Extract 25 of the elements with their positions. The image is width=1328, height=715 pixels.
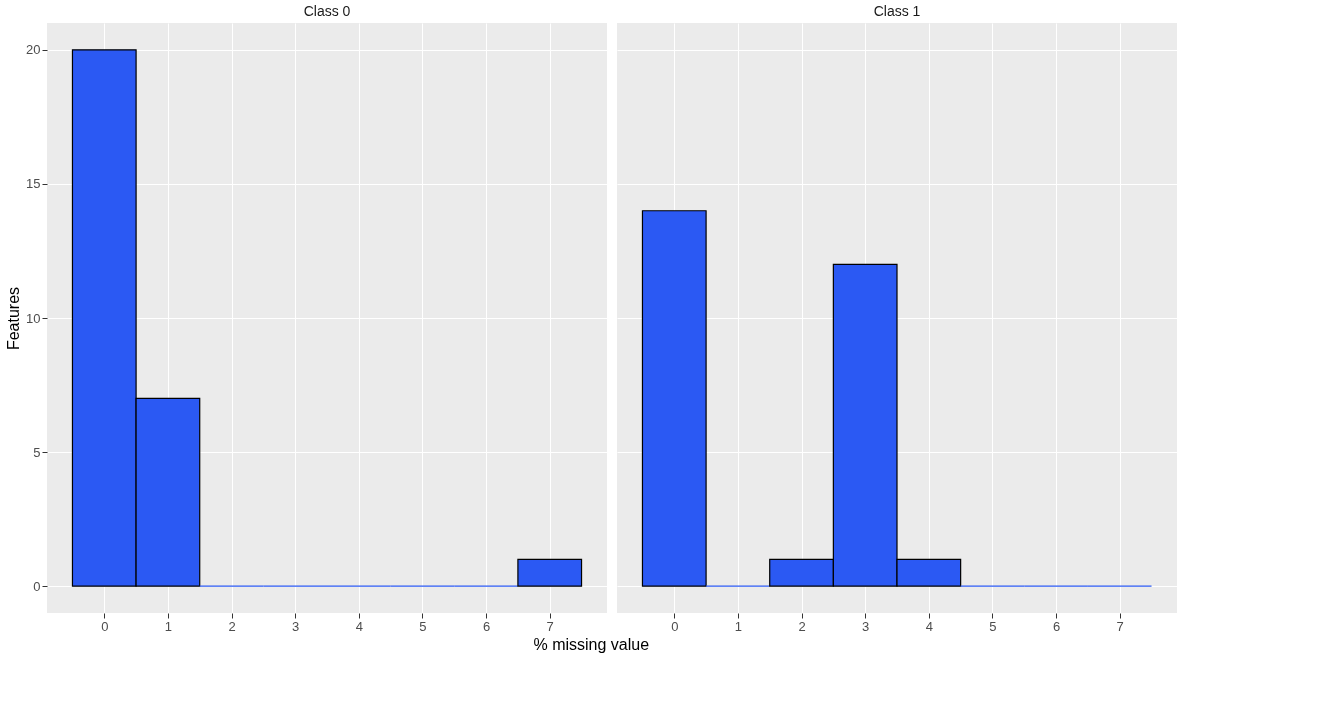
x-tick-label: 2 bbox=[798, 618, 806, 634]
x-tick-label: 4 bbox=[355, 618, 363, 634]
x-tick-label: 1 bbox=[164, 618, 173, 634]
y-axis-title: Features bbox=[5, 286, 23, 351]
x-tick-label: 5 bbox=[419, 618, 427, 634]
chart-title: Class 1 bbox=[873, 3, 921, 19]
x-tick-label: 6 bbox=[482, 618, 491, 634]
y-tick-label: 5 bbox=[33, 444, 41, 460]
x-tick-label: 6 bbox=[1052, 618, 1061, 634]
x-tick-label: 2 bbox=[228, 618, 236, 634]
chart-title: Class 0 bbox=[303, 3, 351, 19]
x-tick-label: 1 bbox=[734, 618, 743, 634]
x-tick-label: 4 bbox=[925, 618, 933, 634]
x-tick-label: 3 bbox=[292, 618, 300, 634]
y-tick-label: 0 bbox=[33, 578, 41, 594]
y-tick-label: 10 bbox=[26, 310, 41, 326]
y-tick-label: 15 bbox=[26, 176, 41, 192]
x-axis-title: % missing value bbox=[533, 636, 650, 653]
x-tick-label: 7 bbox=[546, 618, 554, 634]
x-tick-label: 5 bbox=[989, 618, 997, 634]
x-tick-label: 3 bbox=[862, 618, 870, 634]
y-tick-label: 20 bbox=[26, 42, 41, 58]
x-tick-label: 0 bbox=[101, 618, 109, 634]
x-tick-label: 0 bbox=[671, 618, 679, 634]
x-tick-label: 7 bbox=[1116, 618, 1124, 634]
